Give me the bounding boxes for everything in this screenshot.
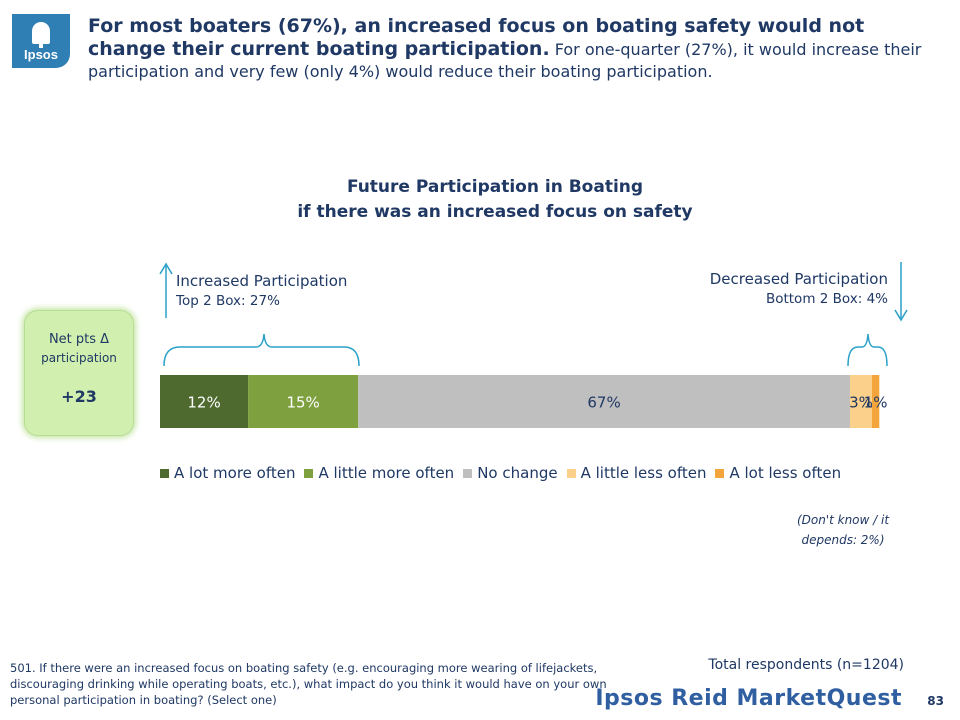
net-points-label: Net pts Δ [48, 332, 110, 347]
net-points-sublabel: participation [41, 351, 117, 365]
bar-segment-a-lot-less-often [871, 375, 880, 428]
legend-swatch [160, 468, 169, 478]
ipsos-logo: Ipsos [12, 14, 70, 68]
increase-bracket [163, 333, 360, 367]
legend-item-a-little-more-often: A little more often [304, 464, 454, 482]
legend-item-a-little-less-often: A little less often [566, 464, 707, 482]
legend-swatch [566, 468, 576, 478]
chart-title: Future Participation in Boating if there… [180, 175, 810, 225]
ipsos-logo-mark [32, 22, 50, 48]
page-number: 83 [927, 694, 944, 708]
legend-item-no-change: No change [463, 464, 558, 482]
bar-labels: 12% 15% 67% 3%1% [187, 394, 887, 412]
bar-segment-a-little-more-often [248, 375, 359, 428]
legend-swatch [463, 468, 473, 478]
increased-participation-title: Increased Participation [176, 272, 348, 290]
decreased-participation-callout: Decreased Participation Bottom 2 Box: 4% [710, 270, 888, 307]
respondents-count: Total respondents (n=1204) [708, 657, 904, 673]
dont-know-note: (Don't know / it depends: 2%) [796, 513, 890, 547]
legend-label: A lot more often [174, 464, 296, 482]
legend-item-a-lot-more-often: A lot more often [160, 464, 295, 482]
decrease-bracket [847, 333, 888, 367]
headline-rest: For one-quarter (27%), it would increase… [88, 40, 922, 81]
legend-item-a-lot-less-often: A lot less often [715, 464, 841, 482]
top-2-box-label: Top 2 Box: 27% [176, 293, 280, 309]
ipsos-logo-text: Ipsos [24, 47, 58, 62]
legend-swatch [304, 468, 314, 478]
legend-label: A little less often [580, 464, 707, 482]
chart-title-line2: if there was an increased focus on safet… [297, 202, 693, 222]
bottom-2-box-label: Bottom 2 Box: 4% [765, 291, 888, 307]
legend-label: No change [477, 464, 558, 482]
bar-segment-a-little-less-often [849, 375, 872, 428]
down-arrow-head-icon [894, 309, 908, 322]
legend-label: A little more often [318, 464, 455, 482]
decreased-participation-title: Decreased Participation [709, 270, 888, 288]
net-points-value: +23 [61, 387, 97, 406]
legend-swatch [715, 468, 725, 478]
bar-label-a-little-more-often: 15% [286, 394, 319, 412]
bar-label-a-lot-less-often: 1% [864, 394, 888, 412]
slide-headline: For most boaters (67%), an increased foc… [88, 15, 928, 83]
headline-bold: For most boaters (67%), an increased foc… [88, 15, 865, 60]
net-points-box: Net pts Δ participation +23 [24, 310, 134, 436]
bar-segment-no-change [358, 375, 850, 428]
bar-label-no-change: 67% [587, 394, 620, 412]
brand-wordmark: Ipsos Reid MarketQuest [595, 686, 902, 711]
bar-segments [160, 375, 880, 428]
bar-segment-a-lot-more-often [160, 375, 249, 428]
survey-question: 501. If there were an increased focus on… [10, 661, 607, 707]
up-arrow-head-icon [159, 262, 173, 275]
chart-title-line1: Future Participation in Boating [346, 177, 644, 197]
bar-label-a-little-less-often: 3% [849, 394, 873, 412]
bar-label-a-lot-more-often: 12% [187, 394, 220, 412]
legend-label: A lot less often [729, 464, 842, 482]
increased-participation-callout: Increased Participation Top 2 Box: 27% [176, 272, 347, 309]
chart-legend: A lot more often A little more often No ch… [160, 464, 890, 482]
